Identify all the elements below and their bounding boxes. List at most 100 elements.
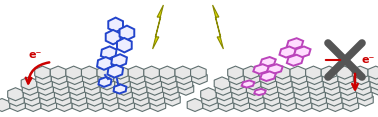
Polygon shape [66, 66, 82, 79]
Polygon shape [338, 71, 353, 84]
Polygon shape [259, 66, 274, 79]
Polygon shape [279, 88, 294, 101]
Polygon shape [280, 93, 295, 106]
Polygon shape [309, 82, 324, 95]
Polygon shape [356, 88, 372, 101]
Polygon shape [56, 93, 71, 106]
Polygon shape [253, 64, 269, 74]
Polygon shape [57, 99, 72, 112]
Polygon shape [69, 82, 85, 95]
Polygon shape [265, 99, 281, 112]
Polygon shape [321, 66, 337, 79]
Polygon shape [260, 71, 276, 84]
Polygon shape [217, 93, 233, 106]
Polygon shape [117, 88, 132, 101]
Polygon shape [245, 77, 261, 90]
Polygon shape [358, 93, 373, 106]
Polygon shape [294, 88, 310, 101]
Polygon shape [53, 77, 68, 90]
Polygon shape [201, 88, 216, 101]
Polygon shape [191, 66, 206, 79]
Polygon shape [128, 66, 144, 79]
Polygon shape [232, 88, 248, 101]
Polygon shape [145, 71, 160, 84]
Polygon shape [161, 77, 177, 90]
Polygon shape [0, 99, 10, 112]
Polygon shape [260, 57, 276, 67]
Text: e⁻: e⁻ [28, 50, 42, 60]
Polygon shape [230, 77, 245, 90]
Polygon shape [242, 80, 254, 88]
Polygon shape [97, 66, 113, 79]
Polygon shape [54, 88, 70, 101]
Polygon shape [108, 18, 123, 32]
Polygon shape [70, 88, 86, 101]
Polygon shape [229, 71, 244, 84]
Polygon shape [192, 71, 207, 84]
Polygon shape [36, 71, 51, 84]
Polygon shape [135, 99, 150, 112]
Polygon shape [23, 88, 39, 101]
Polygon shape [323, 77, 339, 90]
Polygon shape [35, 66, 50, 79]
Polygon shape [10, 99, 25, 112]
Polygon shape [264, 93, 280, 106]
Polygon shape [311, 93, 327, 106]
Polygon shape [261, 77, 277, 90]
Polygon shape [98, 71, 114, 84]
Polygon shape [37, 77, 53, 90]
Polygon shape [119, 26, 134, 40]
Polygon shape [248, 93, 264, 106]
Polygon shape [71, 93, 87, 106]
Polygon shape [144, 66, 160, 79]
Polygon shape [322, 71, 338, 84]
Polygon shape [101, 88, 117, 101]
Polygon shape [291, 71, 307, 84]
Polygon shape [248, 88, 263, 101]
Polygon shape [368, 66, 378, 79]
Polygon shape [97, 57, 113, 70]
Polygon shape [243, 66, 259, 79]
Polygon shape [177, 77, 193, 90]
Polygon shape [276, 71, 291, 84]
Polygon shape [102, 93, 118, 106]
Polygon shape [149, 93, 165, 106]
Polygon shape [22, 82, 38, 95]
Polygon shape [281, 99, 296, 112]
Polygon shape [369, 71, 378, 84]
Polygon shape [165, 93, 180, 106]
Polygon shape [164, 88, 179, 101]
Polygon shape [38, 82, 53, 95]
Polygon shape [352, 66, 368, 79]
Polygon shape [175, 66, 191, 79]
Polygon shape [113, 66, 128, 79]
Polygon shape [133, 93, 149, 106]
Polygon shape [111, 54, 127, 67]
Polygon shape [41, 99, 57, 112]
Polygon shape [340, 82, 356, 95]
Polygon shape [84, 77, 99, 90]
Polygon shape [296, 99, 312, 112]
Polygon shape [107, 65, 123, 78]
Polygon shape [277, 82, 293, 95]
Polygon shape [370, 77, 378, 90]
Polygon shape [118, 93, 133, 106]
Polygon shape [295, 93, 311, 106]
Polygon shape [117, 38, 132, 52]
Polygon shape [88, 99, 103, 112]
Polygon shape [306, 66, 321, 79]
Polygon shape [244, 71, 260, 84]
Text: e⁻: e⁻ [361, 55, 375, 65]
Polygon shape [72, 99, 88, 112]
Polygon shape [307, 71, 322, 84]
Polygon shape [24, 93, 40, 106]
Polygon shape [160, 66, 175, 79]
Polygon shape [114, 71, 129, 84]
Polygon shape [21, 77, 37, 90]
Polygon shape [339, 77, 355, 90]
Polygon shape [215, 82, 231, 95]
Polygon shape [68, 77, 84, 90]
Polygon shape [262, 82, 277, 95]
Polygon shape [25, 99, 41, 112]
Polygon shape [234, 99, 249, 112]
